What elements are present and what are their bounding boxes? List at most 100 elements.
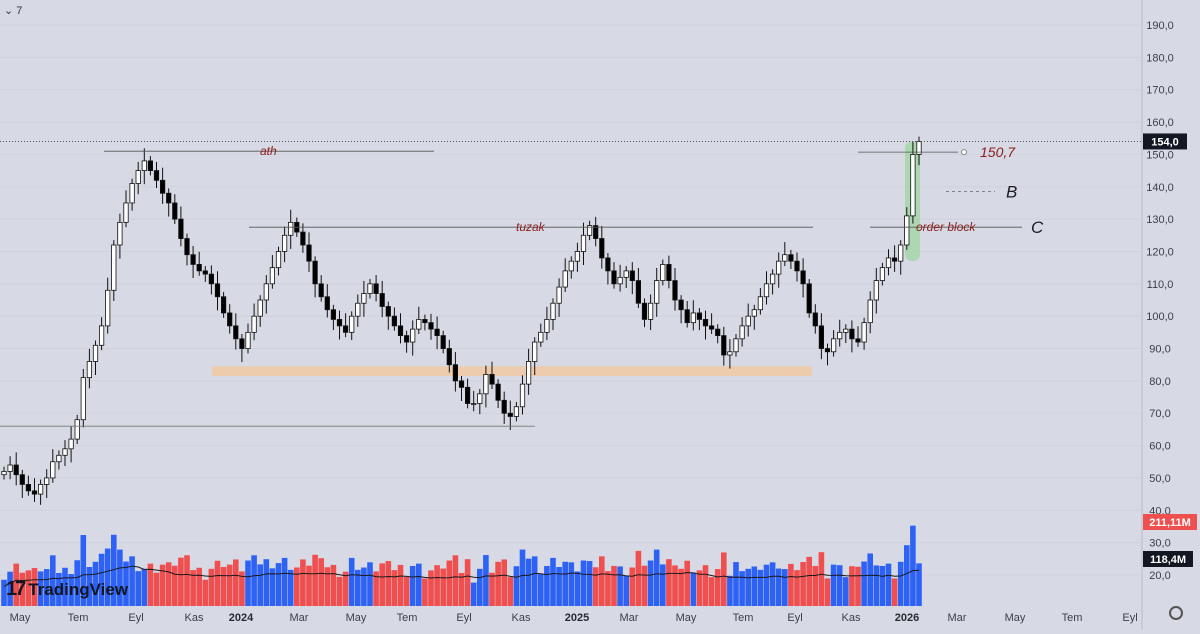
volume-bar: [690, 572, 697, 606]
candle-body: [288, 221, 294, 236]
candle-body: [544, 319, 550, 333]
c-label: C: [1031, 218, 1044, 237]
volume-bar: [74, 560, 80, 606]
volume-bar: [635, 550, 642, 606]
candle-body: [849, 328, 855, 340]
volume-bar: [300, 559, 306, 606]
volume-bar: [660, 564, 666, 606]
volume-bar: [684, 560, 690, 606]
candle-body: [593, 225, 599, 239]
candle-body: [416, 319, 422, 330]
candle-body: [336, 319, 343, 327]
volume-bar: [769, 562, 776, 606]
volume-bar: [208, 568, 215, 606]
time-tick-label: Tem: [397, 612, 418, 624]
candle-body: [105, 289, 111, 327]
logo-text: TradingView: [28, 579, 129, 599]
volume-bar: [324, 567, 331, 606]
candle-body: [709, 325, 715, 330]
candle-body: [641, 302, 648, 320]
candle-body: [178, 218, 184, 239]
volume-bar: [294, 567, 300, 606]
volume-bar: [104, 548, 111, 606]
volume-bar: [129, 556, 135, 606]
candle-body: [763, 283, 770, 298]
volume-bar: [397, 564, 404, 606]
volume-bar: [416, 563, 422, 606]
volume-bar: [440, 568, 446, 606]
candle-body: [184, 238, 190, 256]
price-tick-label: 70,0: [1149, 408, 1170, 420]
time-tick-label: Mar: [948, 612, 967, 624]
volume-bar: [220, 567, 227, 606]
candle-body: [648, 302, 654, 320]
volume-bar: [629, 567, 636, 606]
candle-body: [483, 374, 489, 395]
volume-bar: [214, 560, 221, 606]
volume-bar: [428, 570, 434, 606]
candle-body: [111, 244, 117, 291]
time-tick-label: May: [346, 612, 367, 624]
volume-bar: [605, 571, 611, 606]
volume-bar: [348, 557, 355, 606]
candle-body: [153, 170, 160, 181]
volume-bar: [879, 565, 886, 606]
volume-bar: [458, 572, 465, 606]
symbol-hint[interactable]: ⌄ 7: [4, 4, 22, 17]
candle-body: [806, 283, 812, 314]
candle-body: [751, 309, 757, 317]
volume-bar: [123, 561, 129, 606]
candle-body: [526, 361, 532, 385]
volume-bar: [342, 571, 349, 606]
candle-body: [611, 270, 617, 285]
candle-body: [782, 254, 788, 262]
volume-bar: [550, 557, 556, 606]
candle-body: [318, 283, 324, 298]
price-tick-label: 150,0: [1146, 149, 1174, 161]
last-price-label: 154,0: [1151, 136, 1179, 148]
candle-body: [196, 264, 202, 272]
volume-bar: [86, 567, 93, 606]
volume-bar: [361, 567, 367, 606]
tradingview-mark-icon: 17: [6, 578, 26, 600]
candle-body: [733, 338, 739, 353]
candle-body: [361, 293, 367, 304]
volume-bar: [239, 571, 245, 606]
volume-bar: [98, 553, 105, 606]
volume-bar: [897, 561, 904, 606]
volume-bar: [318, 558, 324, 606]
volume-bar: [904, 545, 910, 606]
volume-ma-line: [3, 565, 920, 587]
volume-bar: [68, 574, 74, 606]
volume-bar: [226, 564, 233, 606]
volume-bar: [190, 570, 196, 606]
candle-body: [660, 264, 666, 281]
candle-body: [715, 328, 721, 336]
candle-body: [776, 260, 782, 275]
volume-bar: [422, 578, 428, 606]
volume-bar: [910, 525, 916, 606]
volume-bar: [775, 568, 782, 606]
time-tick-label: Eyl: [128, 612, 143, 624]
time-tick-label: Tem: [68, 612, 89, 624]
candle-body: [190, 254, 196, 265]
volume-bar: [678, 568, 684, 606]
time-tick-label: Mar: [290, 612, 309, 624]
volume-bar: [202, 579, 209, 606]
tradingview-logo: 17 TradingView: [6, 578, 128, 601]
candle-body: [391, 315, 398, 327]
volume-bar: [330, 564, 337, 606]
candle-body: [727, 351, 733, 356]
candle-body: [50, 461, 56, 479]
candle-body: [385, 306, 391, 317]
volume-bar: [196, 567, 202, 606]
candle-body: [428, 322, 434, 330]
price-tick-label: 100,0: [1146, 311, 1174, 323]
ath-label: ath: [260, 144, 277, 158]
volume-bar: [281, 557, 288, 606]
candle-body: [574, 251, 581, 262]
gear-icon[interactable]: [1169, 606, 1183, 620]
candle-body: [904, 215, 910, 246]
